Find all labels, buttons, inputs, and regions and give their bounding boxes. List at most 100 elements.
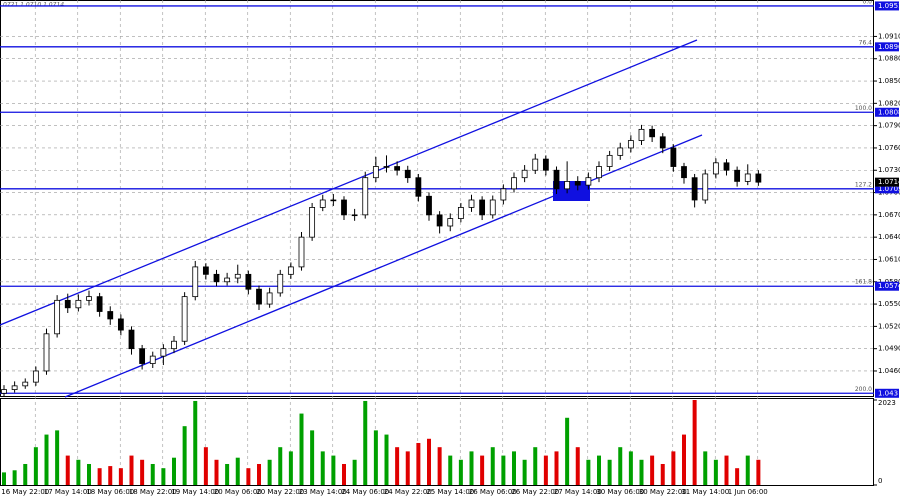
x-tick-label: 26 May 06:00 xyxy=(469,488,517,496)
volume-bar xyxy=(55,430,60,485)
candle-body xyxy=(479,199,486,216)
level-price: 1.0705 xyxy=(878,185,900,193)
candle-body xyxy=(574,181,581,186)
volume-bar xyxy=(586,459,591,485)
volume-bar xyxy=(161,468,166,485)
candle-body xyxy=(489,199,496,216)
volume-bar xyxy=(639,459,644,485)
candle-body xyxy=(627,140,634,149)
candle-body xyxy=(245,273,252,290)
volume-bar xyxy=(33,447,38,485)
candle-body xyxy=(192,266,199,298)
current-price: 1.0714 xyxy=(878,178,900,186)
x-tick-label: 20 May 22:00 xyxy=(256,488,304,496)
x-tick-label: 18 May 06:00 xyxy=(86,488,134,496)
level-name: 200.0 xyxy=(855,386,872,393)
volume-bar xyxy=(12,470,17,485)
candle-body xyxy=(86,296,92,301)
volume-bar xyxy=(87,463,91,485)
candle-body xyxy=(149,355,156,364)
candle-body xyxy=(723,162,730,171)
candle-body xyxy=(372,166,379,179)
candle-body xyxy=(341,199,347,216)
candle-body xyxy=(500,188,507,201)
y-tick-label: 1.0880 xyxy=(878,55,900,63)
volume-bar xyxy=(650,455,655,485)
volume-bar xyxy=(575,447,580,485)
volume-bar xyxy=(745,455,750,485)
volume-bar xyxy=(724,455,729,485)
y-tick-label: 1.0490 xyxy=(878,345,900,353)
candle-body xyxy=(553,169,560,190)
volume-bar xyxy=(44,434,49,485)
x-tick-label: 31 May 14:00 xyxy=(681,488,729,496)
candle-body xyxy=(22,381,29,387)
volume-bar xyxy=(23,463,28,485)
volume-bar xyxy=(543,455,548,485)
candle-body xyxy=(181,296,188,342)
candle-body xyxy=(287,266,294,275)
candle-body xyxy=(383,166,390,168)
x-tick-label: 23 May 14:00 xyxy=(299,488,347,496)
candle-body xyxy=(617,147,624,156)
channel-lower xyxy=(64,134,703,398)
y-tick-label: 1.0610 xyxy=(878,255,900,263)
candle-body xyxy=(436,214,443,227)
volume-bar xyxy=(2,472,6,485)
volume-bar xyxy=(597,455,601,485)
candle-body xyxy=(330,199,337,202)
volume-bar xyxy=(225,463,230,485)
candle-body xyxy=(532,158,539,171)
volume-bar xyxy=(628,451,633,485)
candle-body xyxy=(712,162,719,175)
volume-bar xyxy=(427,438,431,485)
y-tick-label: 1.0820 xyxy=(878,99,900,107)
volume-bar xyxy=(480,455,485,485)
level-price: 1.043 xyxy=(878,389,898,397)
candle-body xyxy=(596,166,602,179)
volume-bar xyxy=(257,463,261,485)
volume-bar xyxy=(267,459,272,485)
level-price-box xyxy=(875,107,899,117)
volume-bar xyxy=(618,447,623,485)
candle-body xyxy=(702,173,709,201)
volume-bar xyxy=(203,447,208,485)
candle-body xyxy=(139,348,146,364)
volume-bar xyxy=(108,466,113,485)
x-tick-label: 24 May 22:00 xyxy=(384,488,432,496)
candle-body xyxy=(43,333,50,372)
candle-body xyxy=(309,207,316,238)
zone-box xyxy=(553,181,590,201)
volume-bar xyxy=(65,455,70,485)
volume-bar xyxy=(607,459,612,485)
candle-body xyxy=(128,329,135,350)
volume-bar xyxy=(458,459,463,485)
x-tick-label: 17 May 14:00 xyxy=(44,488,92,496)
candle-body xyxy=(457,207,464,219)
volume-bar xyxy=(193,400,198,485)
volume-bar xyxy=(522,459,527,485)
volume-bar xyxy=(140,459,145,485)
candle-body xyxy=(564,181,571,190)
volume-bar xyxy=(172,457,176,485)
level-price-box xyxy=(875,42,899,52)
volume-bar xyxy=(235,457,240,485)
volume-bar xyxy=(331,455,336,485)
volume-bar xyxy=(97,468,102,485)
volume-bar xyxy=(490,447,495,485)
y-tick-label: 1.0850 xyxy=(878,77,900,85)
candle-body xyxy=(202,266,209,275)
volume-bar xyxy=(405,451,410,485)
level-name: 127.2 xyxy=(855,181,872,188)
volume-panel xyxy=(0,398,874,486)
level-price: 1.0896 xyxy=(878,43,900,51)
candle-body xyxy=(160,348,167,357)
level-price-box xyxy=(875,388,899,398)
volume-bar xyxy=(437,447,442,485)
level-price-box xyxy=(875,281,899,291)
volume-bar xyxy=(342,463,346,485)
candle-body xyxy=(234,273,241,279)
level-price: 1.0574 xyxy=(878,282,900,290)
candle-body xyxy=(107,311,114,320)
candle-body xyxy=(298,236,305,268)
